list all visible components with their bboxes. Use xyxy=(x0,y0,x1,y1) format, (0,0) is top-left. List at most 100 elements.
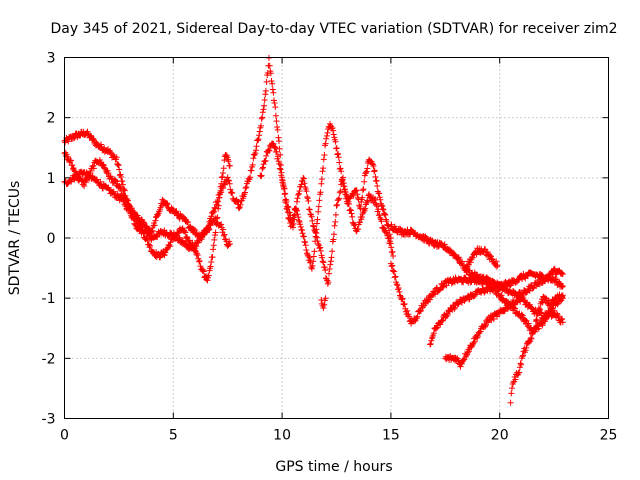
data-point xyxy=(372,173,379,180)
data-point xyxy=(303,247,310,253)
data-point xyxy=(528,335,535,342)
data-point xyxy=(333,202,340,209)
data-point xyxy=(271,100,278,106)
data-point xyxy=(140,219,147,226)
data-point xyxy=(538,272,545,279)
data-point xyxy=(380,206,387,213)
data-point xyxy=(546,310,553,317)
data-point xyxy=(90,162,97,169)
data-point xyxy=(347,206,354,213)
data-point xyxy=(382,212,389,218)
data-point xyxy=(532,324,539,331)
data-point xyxy=(295,190,302,197)
data-point xyxy=(469,254,476,261)
data-point xyxy=(173,208,180,215)
data-point xyxy=(471,338,478,345)
data-point xyxy=(520,352,526,359)
data-point xyxy=(116,183,123,189)
data-point xyxy=(274,126,281,133)
data-point xyxy=(375,206,382,213)
data-point xyxy=(404,307,411,314)
data-point xyxy=(282,190,289,197)
data-point xyxy=(334,201,341,208)
data-point xyxy=(451,304,458,311)
satellite-track-10 xyxy=(442,294,566,370)
data-point xyxy=(204,277,211,284)
data-point xyxy=(255,136,262,143)
data-point xyxy=(399,295,406,302)
data-point xyxy=(318,180,325,187)
data-point xyxy=(182,229,189,236)
data-point xyxy=(373,201,380,208)
data-point xyxy=(482,323,488,330)
data-point xyxy=(125,201,132,208)
data-point xyxy=(391,268,398,275)
data-point xyxy=(335,150,342,157)
data-point xyxy=(300,233,307,240)
data-point xyxy=(312,229,319,236)
data-point xyxy=(272,144,279,151)
y-tick-label: -3 xyxy=(42,412,56,428)
y-tick-label: 3 xyxy=(47,51,56,67)
data-point xyxy=(313,220,320,227)
data-point xyxy=(426,296,433,303)
data-point xyxy=(359,187,366,194)
data-point xyxy=(162,249,169,256)
data-point xyxy=(327,258,334,265)
data-point xyxy=(254,137,261,144)
data-point xyxy=(335,154,342,161)
data-point xyxy=(446,308,453,315)
data-point xyxy=(220,185,227,191)
data-point xyxy=(258,115,265,122)
data-point xyxy=(373,177,380,184)
data-point xyxy=(226,241,233,247)
data-point xyxy=(371,167,378,174)
data-point xyxy=(274,124,281,130)
data-point xyxy=(427,341,434,348)
data-point xyxy=(124,197,131,204)
data-point xyxy=(315,203,322,210)
data-point xyxy=(411,318,418,325)
data-point xyxy=(519,353,526,360)
data-point xyxy=(371,197,378,203)
data-point xyxy=(518,311,525,318)
chart-title: Day 345 of 2021, Sidereal Day-to-day VTE… xyxy=(51,21,618,37)
data-point xyxy=(333,145,340,152)
data-point xyxy=(291,216,298,223)
data-point xyxy=(341,183,348,190)
data-point xyxy=(324,129,331,136)
data-point xyxy=(266,147,273,154)
data-point xyxy=(529,305,536,312)
data-point xyxy=(269,80,276,87)
data-point xyxy=(86,172,93,179)
data-point xyxy=(379,203,386,210)
data-point xyxy=(531,326,538,333)
data-point xyxy=(275,134,282,141)
data-point xyxy=(197,263,204,270)
data-point xyxy=(178,237,184,244)
data-point xyxy=(401,300,408,307)
data-point xyxy=(347,207,354,214)
data-point xyxy=(349,213,356,220)
data-point xyxy=(487,252,494,259)
data-point xyxy=(470,340,477,346)
data-point xyxy=(115,162,122,169)
data-point xyxy=(269,140,276,147)
data-point xyxy=(226,238,233,245)
data-point xyxy=(376,190,383,197)
data-point xyxy=(309,262,316,269)
data-point xyxy=(68,157,74,164)
data-point xyxy=(227,186,234,193)
data-point xyxy=(302,242,309,249)
data-point xyxy=(350,192,357,199)
data-point xyxy=(340,180,347,187)
data-point xyxy=(290,220,297,227)
data-point xyxy=(193,243,200,250)
data-point xyxy=(536,307,543,314)
data-point xyxy=(371,168,378,175)
data-point xyxy=(218,221,225,228)
data-point xyxy=(144,237,151,244)
data-point xyxy=(329,248,336,255)
data-point xyxy=(290,224,296,231)
data-point xyxy=(321,301,328,308)
